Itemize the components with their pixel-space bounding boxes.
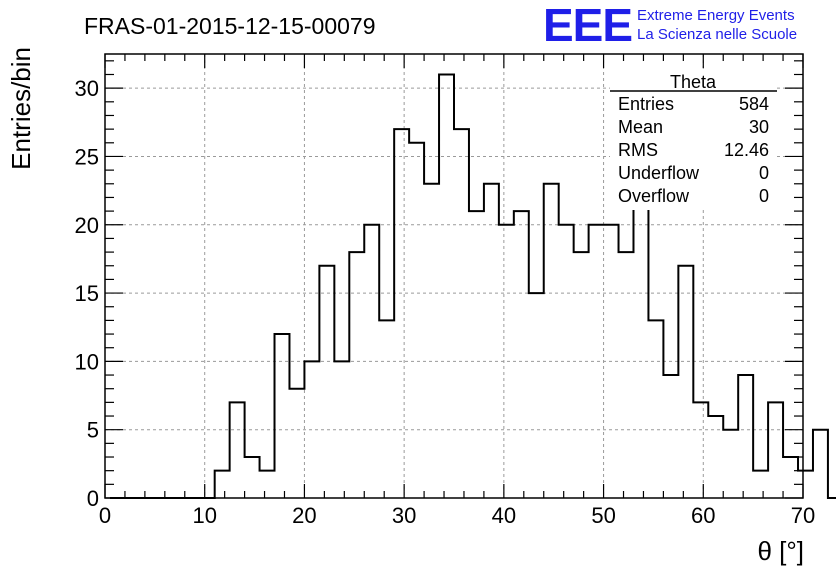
histogram-bin (289, 389, 304, 498)
histogram-bin (304, 361, 319, 498)
grid-lines (105, 54, 803, 498)
histogram-bin (559, 225, 574, 498)
stats-label: Mean (618, 117, 663, 137)
y-axis-title: Entries/bin (6, 47, 36, 170)
histogram-bin (574, 252, 589, 498)
y-tick-label: 30 (75, 76, 99, 101)
histogram-bin (783, 457, 798, 498)
x-tick-label: 10 (192, 503, 216, 528)
histogram-bin (678, 266, 693, 498)
x-tick-label: 60 (691, 503, 715, 528)
x-axis-title: θ [°] (757, 536, 804, 566)
histogram-bin (514, 211, 529, 498)
histogram-bin (349, 252, 364, 498)
y-tick-label: 15 (75, 281, 99, 306)
y-tick-label: 25 (75, 144, 99, 169)
histogram-bin (604, 225, 619, 498)
histogram-bin (663, 375, 678, 498)
stats-label: RMS (618, 140, 658, 160)
y-tick-label: 10 (75, 349, 99, 374)
x-tick-label: 70 (791, 503, 815, 528)
chart-title: FRAS-01-2015-12-15-00079 (84, 13, 376, 39)
histogram-bin (379, 320, 394, 498)
histogram-bin (648, 320, 663, 498)
histogram-bin (409, 143, 424, 498)
histogram-bin (230, 402, 245, 498)
stats-title: Theta (670, 72, 717, 92)
stats-value: 30 (749, 117, 769, 137)
histogram-bin (260, 471, 275, 498)
stats-label: Underflow (618, 163, 700, 183)
stats-background (610, 70, 777, 210)
logo-mark: EEE (543, 0, 632, 51)
y-tick-label: 20 (75, 213, 99, 238)
stats-rows: Entries 584 Mean 30 RMS 12.46 Underflow 0 Overfl… (618, 94, 769, 206)
x-tick-label: 0 (99, 503, 111, 528)
histogram-bin (589, 225, 604, 498)
x-tick-label: 30 (392, 503, 416, 528)
x-tick-labels: 0 10 20 30 40 50 60 70 (99, 503, 815, 528)
histogram-outline (109, 73, 836, 499)
histogram-bin (469, 211, 484, 498)
histogram-bin (633, 184, 648, 498)
histogram-bin (424, 184, 439, 498)
histogram-bin (693, 402, 708, 498)
axis-ticks (104, 54, 804, 499)
histogram-bin (813, 430, 828, 498)
stats-label: Overflow (618, 186, 690, 206)
x-tick-label: 50 (591, 503, 615, 528)
stats-box: Theta Entries 584 Mean 30 RMS 12.46 Underflow 0… (610, 70, 777, 210)
histogram-bin (484, 184, 499, 498)
histogram-bin (215, 471, 230, 498)
histogram-bin (544, 184, 559, 498)
histogram-bin (529, 293, 544, 498)
histogram-bin (499, 225, 514, 498)
histogram-bin (738, 375, 753, 498)
stats-value: 0 (759, 163, 769, 183)
plot-frame (104, 53, 804, 499)
histogram-bin (394, 129, 409, 498)
histogram-bin (619, 252, 634, 498)
logo-line-2: La Scienza nelle Scuole (637, 26, 797, 43)
histogram-bin (439, 74, 454, 498)
histogram-bin (454, 129, 469, 498)
histogram-bin (723, 430, 738, 498)
histogram-bin (319, 266, 334, 498)
histogram-bin (275, 334, 290, 498)
y-tick-labels: 0 5 10 15 20 25 30 (75, 76, 99, 511)
histogram-bin (334, 361, 349, 498)
histogram-bin (768, 402, 783, 498)
histogram-bin (708, 416, 723, 498)
eee-logo: EEE Extreme Energy Events La Scienza nel… (543, 0, 797, 51)
stats-value: 0 (759, 186, 769, 206)
stats-value: 584 (739, 94, 769, 114)
x-tick-label: 20 (292, 503, 316, 528)
stats-value: 12.46 (724, 140, 769, 160)
y-tick-label: 0 (87, 486, 99, 511)
histogram-bin (245, 457, 260, 498)
histogram-bin (364, 225, 379, 498)
stats-label: Entries (618, 94, 674, 114)
histogram-bin (753, 471, 768, 498)
y-tick-label: 5 (87, 418, 99, 443)
logo-line-1: Extreme Energy Events (637, 7, 795, 24)
x-tick-label: 40 (492, 503, 516, 528)
